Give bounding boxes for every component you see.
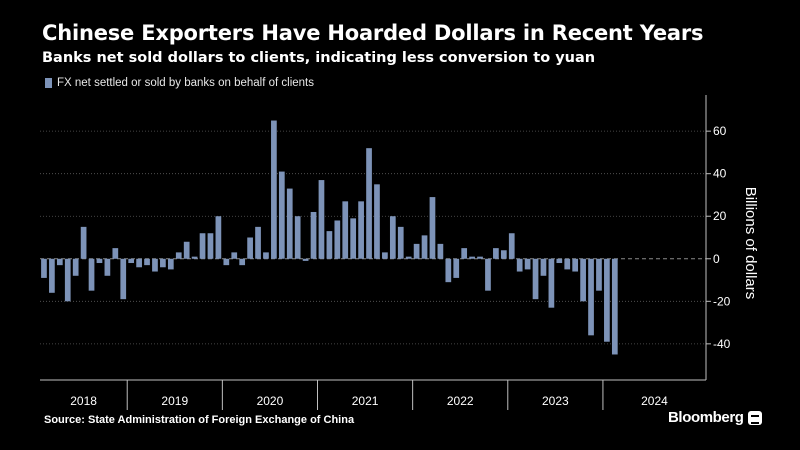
bar (445, 258, 452, 283)
bar (41, 258, 47, 278)
bar (389, 216, 396, 259)
bar (358, 201, 364, 259)
bar (611, 258, 618, 355)
bar (493, 248, 499, 259)
y-tick-label: 0 (713, 252, 720, 266)
bar (477, 256, 483, 259)
chart-icon (747, 410, 762, 425)
chart-title: Chinese Exporters Have Hoarded Dollars i… (42, 21, 704, 45)
bar (239, 258, 246, 266)
bar (231, 252, 238, 259)
bar (207, 233, 214, 259)
bar (175, 252, 182, 259)
bar (56, 258, 63, 266)
bar (199, 233, 206, 259)
bar (421, 235, 428, 259)
bar (120, 258, 127, 300)
bar (167, 258, 174, 270)
bar (144, 258, 150, 266)
bar (318, 180, 325, 259)
bar (437, 243, 444, 259)
bar (294, 216, 301, 259)
bar (223, 258, 230, 266)
bar (286, 188, 293, 259)
bar (516, 258, 523, 272)
bar (255, 226, 261, 259)
bar (112, 248, 119, 259)
bar (374, 184, 380, 259)
bar (72, 258, 79, 276)
legend-swatch (45, 78, 52, 88)
y-tick-label: 40 (713, 167, 727, 181)
bar (556, 258, 563, 264)
brand-name: Bloomberg (668, 409, 744, 426)
y-tick-label: 20 (713, 209, 727, 223)
bar (49, 258, 55, 293)
x-tick-label: 2018 (70, 394, 97, 408)
bar (128, 258, 135, 264)
bar (596, 258, 602, 291)
bar (453, 258, 460, 278)
bar (310, 211, 317, 259)
bar (302, 258, 309, 261)
x-tick-label: 2020 (257, 394, 284, 408)
bar (191, 256, 198, 259)
bar (532, 258, 539, 300)
bar (152, 258, 158, 272)
bar (572, 258, 579, 272)
bar (405, 256, 412, 259)
legend-label: FX net settled or sold by banks on behal… (57, 77, 314, 89)
chart-subtitle: Banks net sold dollars to clients, indic… (42, 50, 596, 66)
bar (580, 258, 586, 302)
bar (278, 171, 285, 259)
source-note: Source: State Administration of Foreign … (44, 414, 355, 426)
bar (397, 226, 404, 259)
y-tick-label: 60 (713, 124, 727, 138)
bar (136, 258, 142, 268)
x-tick-label: 2024 (641, 394, 668, 408)
bar (80, 226, 87, 259)
x-tick-label: 2021 (352, 394, 379, 408)
bar (413, 243, 420, 259)
bar (604, 258, 610, 342)
y-tick-label: -20 (713, 294, 731, 308)
bar (429, 197, 436, 259)
y-tick-label: -40 (713, 337, 731, 351)
legend: FX net settled or sold by banks on behal… (45, 77, 314, 89)
bar (271, 120, 277, 259)
bar (485, 258, 491, 291)
bar (350, 218, 357, 259)
bar (382, 252, 388, 259)
brand-logo: Bloomberg (668, 409, 762, 426)
bar (469, 256, 475, 259)
bar (183, 241, 190, 259)
bar (64, 258, 71, 302)
bar (508, 233, 515, 259)
bar (588, 258, 594, 336)
bar (263, 252, 269, 259)
bar (366, 148, 372, 259)
bar (524, 258, 531, 270)
bar (342, 201, 349, 259)
bar (96, 258, 103, 264)
bar (334, 220, 341, 259)
bar (326, 231, 333, 259)
bar (247, 237, 253, 259)
y-axis-label: Billions of dollars (742, 187, 759, 300)
x-tick-label: 2022 (447, 394, 474, 408)
bar (564, 258, 571, 270)
bar (540, 258, 547, 276)
bar (88, 258, 95, 291)
bar (160, 258, 166, 268)
bar (215, 216, 222, 259)
bar (500, 250, 507, 259)
bar (548, 258, 555, 308)
bar (461, 248, 468, 259)
x-tick-label: 2019 (161, 394, 188, 408)
bar (104, 258, 111, 276)
x-tick-label: 2023 (542, 394, 569, 408)
